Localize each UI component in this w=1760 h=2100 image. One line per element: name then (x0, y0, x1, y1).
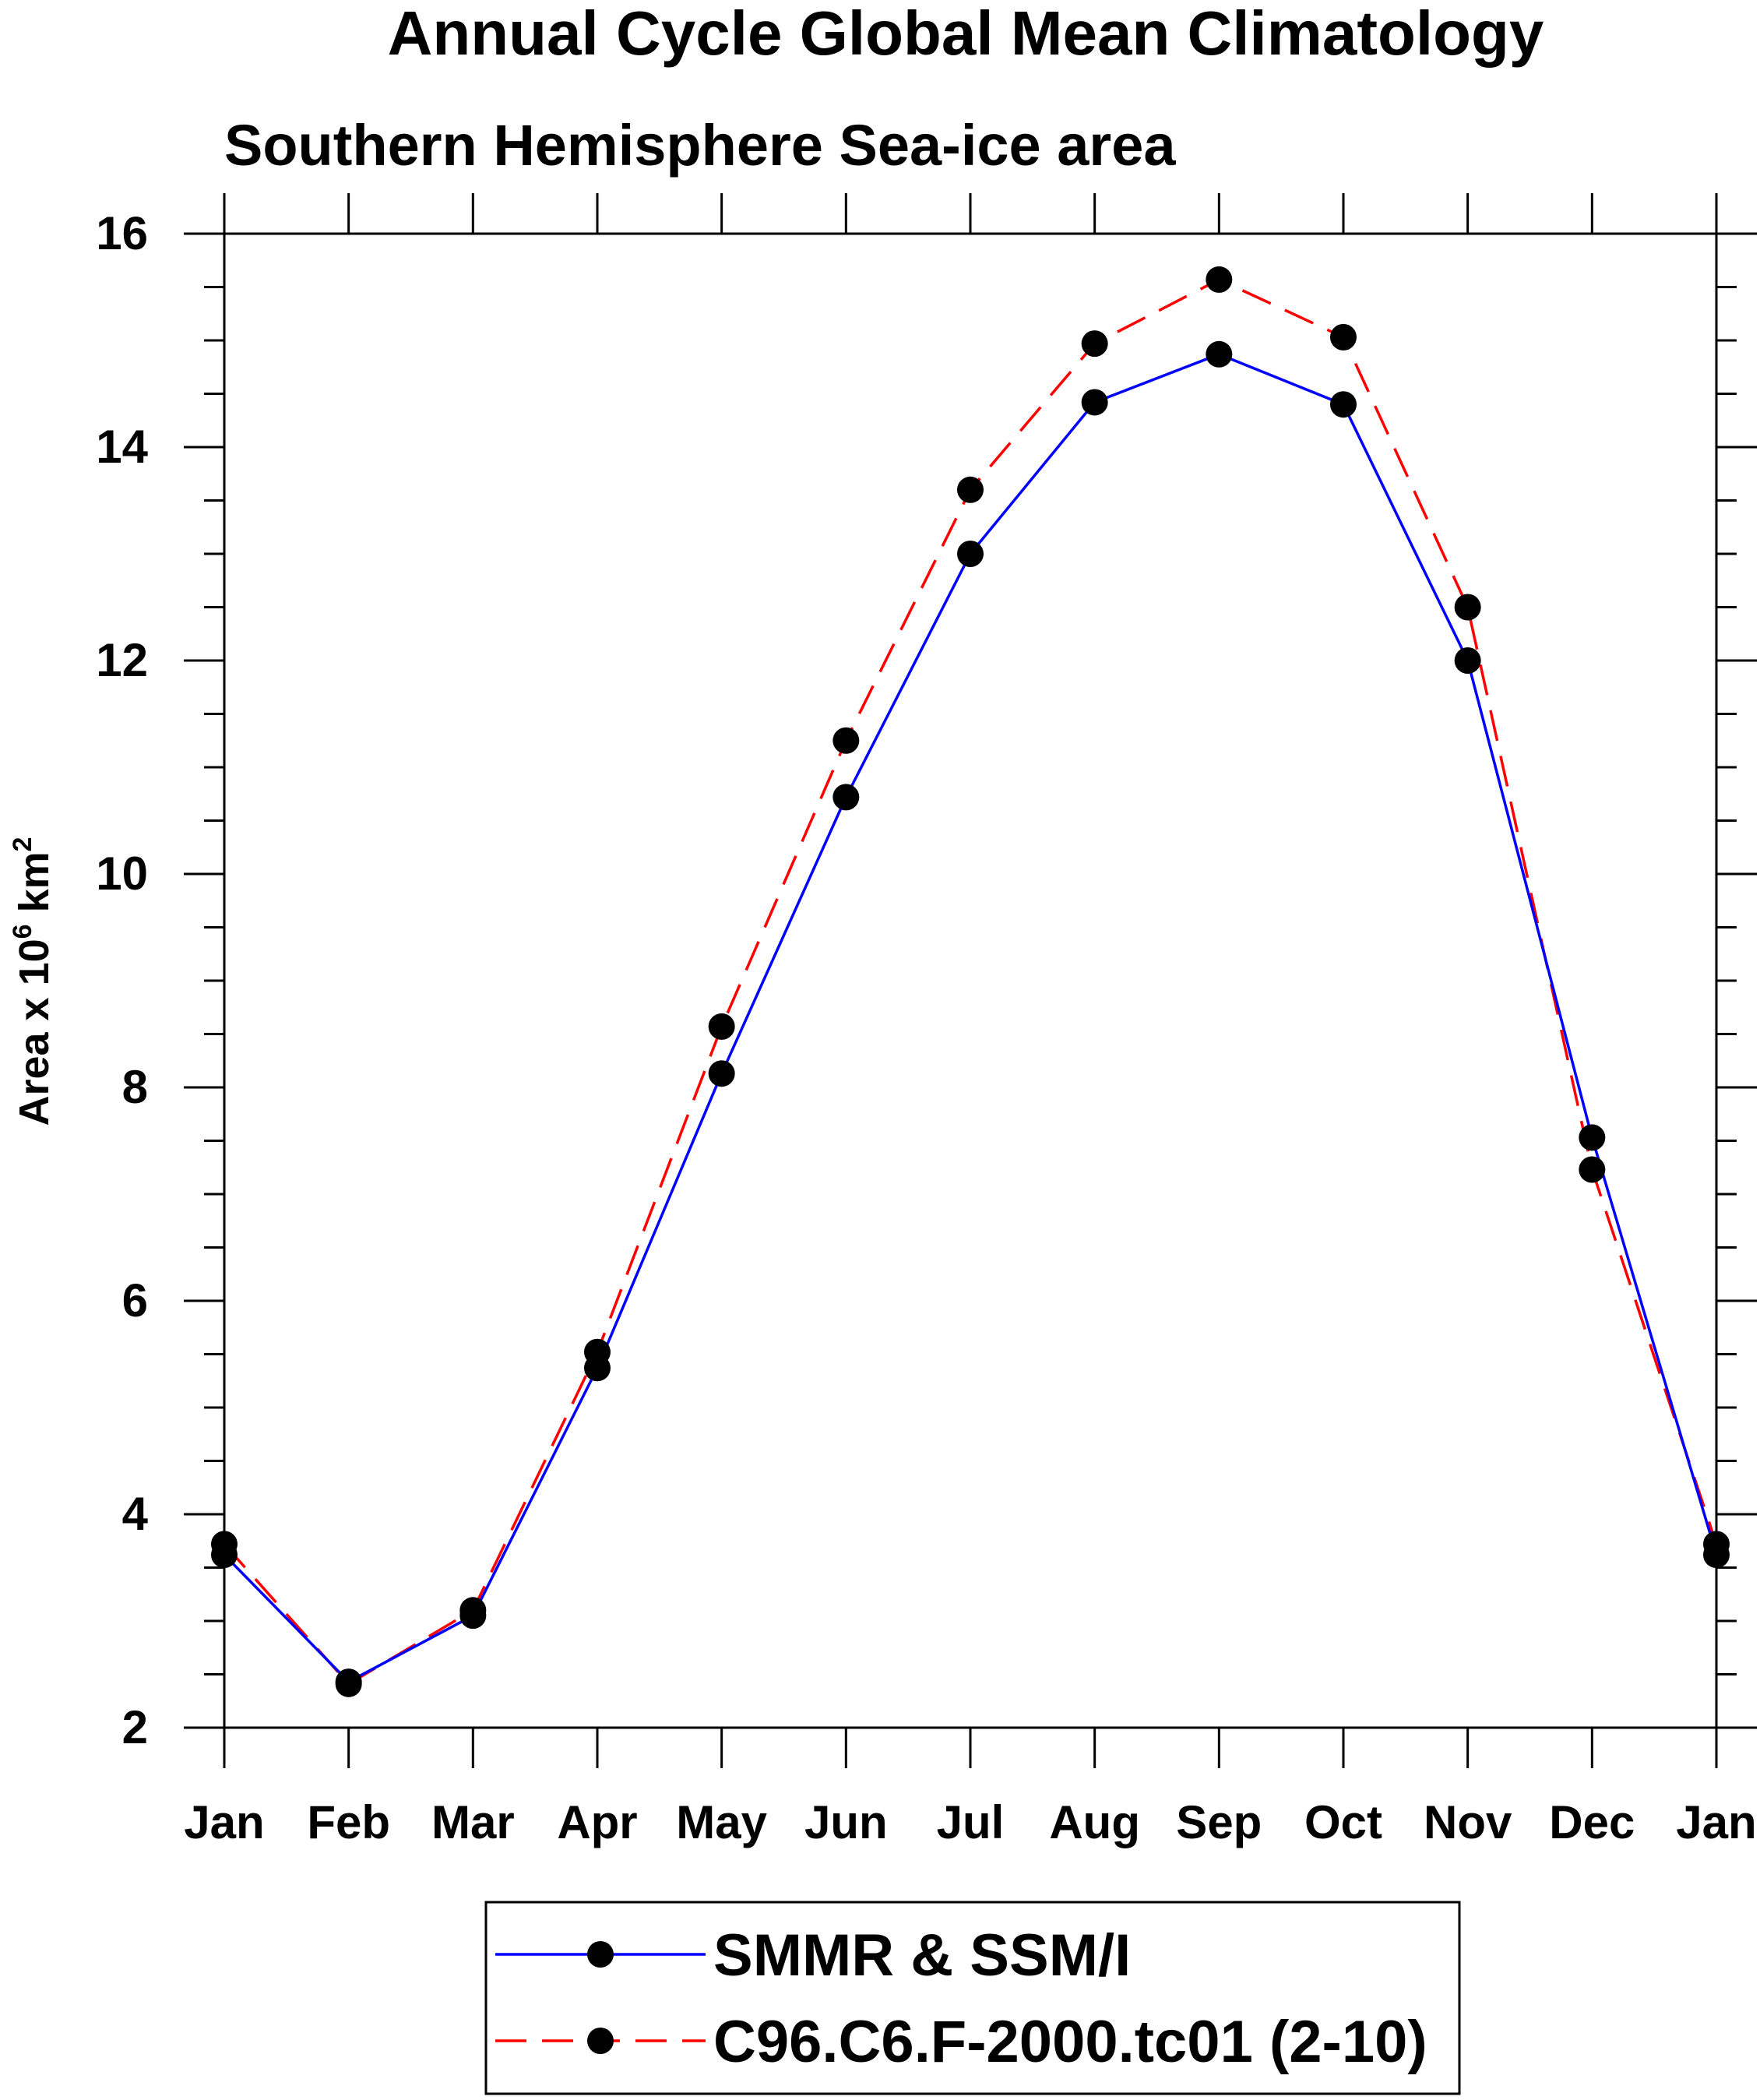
series-1-point (1703, 1531, 1730, 1558)
y-tick-label: 4 (122, 1488, 149, 1540)
series-1-point (335, 1670, 362, 1697)
series-0-point (957, 541, 984, 567)
series-1-point (832, 727, 860, 754)
x-tick-label: May (676, 1796, 767, 1848)
x-tick-label: Jun (804, 1796, 888, 1848)
y-tick-label: 12 (96, 634, 148, 686)
series-1-point (1206, 266, 1233, 293)
series-0-point (708, 1060, 735, 1087)
legend-label-0: SMMR & SSM/I (713, 1922, 1131, 1989)
x-tick-label: Jan (184, 1796, 264, 1848)
x-tick-label: Mar (431, 1796, 515, 1848)
series-1-point (211, 1531, 238, 1558)
legend-marker-0 (587, 1941, 614, 1968)
series-0-point (1206, 340, 1233, 368)
x-tick-label: Jan (1676, 1796, 1756, 1848)
y-tick-label: 14 (96, 421, 148, 473)
series-0-point (1081, 389, 1108, 416)
plot-area-border (223, 232, 1718, 1729)
series-0-point (1454, 647, 1481, 674)
series-0-point (1579, 1124, 1606, 1151)
x-tick-label: Feb (307, 1796, 390, 1848)
y-tick-label: 10 (96, 847, 148, 900)
x-tick-label: Jul (937, 1796, 1005, 1848)
x-tick-label: Nov (1424, 1796, 1512, 1848)
series-1-point (1579, 1156, 1606, 1183)
series-1-point (1454, 594, 1481, 621)
y-tick-label: 16 (96, 207, 148, 259)
series-1-point (1330, 323, 1357, 351)
legend-box (484, 1901, 1461, 2095)
legend-marker-1 (587, 2028, 614, 2054)
series-1-point (584, 1338, 611, 1365)
legend-label-1: C96.C6.F-2000.tc01 (2-10) (713, 2009, 1427, 2075)
x-tick-label: Sep (1176, 1796, 1262, 1848)
y-tick-label: 8 (122, 1061, 148, 1113)
x-tick-label: Oct (1304, 1796, 1382, 1848)
series-1-point (957, 476, 984, 503)
series-0-point (832, 784, 860, 811)
y-axis-label: Area x 106 km2 (8, 837, 58, 1126)
y-tick-label: 2 (122, 1701, 148, 1753)
x-tick-label: Aug (1049, 1796, 1140, 1848)
y-tick-label: 6 (122, 1274, 148, 1327)
series-1-point (1081, 330, 1108, 358)
x-tick-label: Dec (1549, 1796, 1635, 1848)
chart-subtitle: Southern Hemisphere Sea-ice area (224, 113, 1176, 178)
series-1-point (459, 1597, 487, 1624)
x-tick-label: Apr (557, 1796, 637, 1848)
chart-title: Annual Cycle Global Mean Climatology (388, 0, 1544, 68)
series-1-point (708, 1013, 735, 1040)
series-0-point (1330, 391, 1357, 418)
legend: SMMR & SSM/I C96.C6.F-2000.tc01 (2-10) (484, 1901, 1461, 2095)
